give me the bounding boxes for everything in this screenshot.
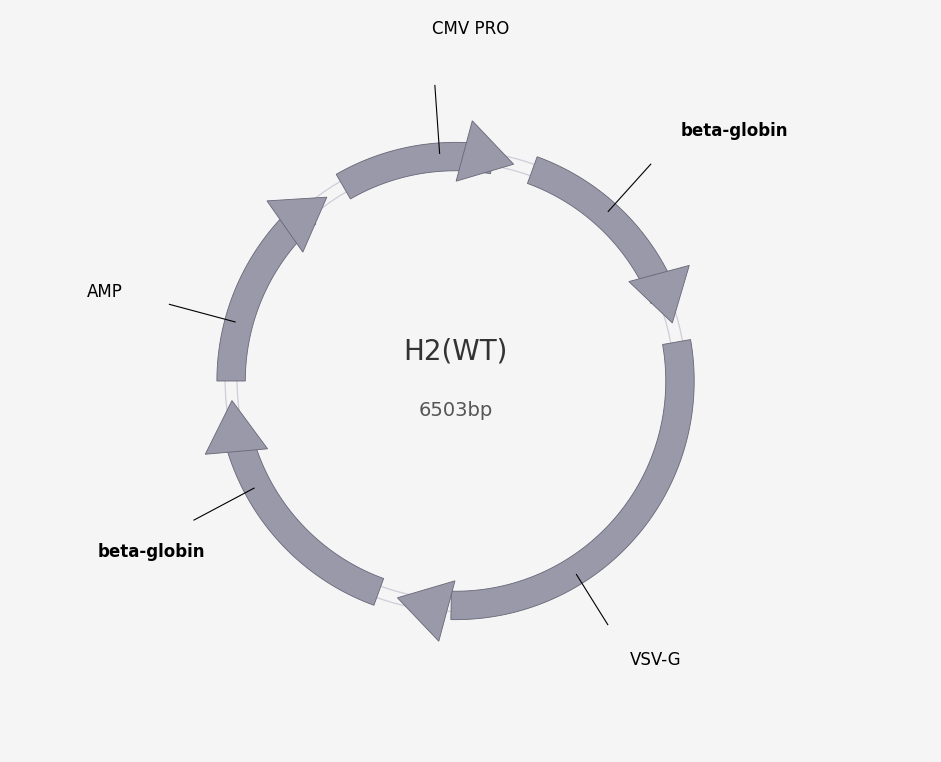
Polygon shape xyxy=(205,401,267,454)
Polygon shape xyxy=(629,265,690,323)
Polygon shape xyxy=(451,340,694,620)
Text: beta-globin: beta-globin xyxy=(98,543,205,561)
Polygon shape xyxy=(216,203,316,381)
Text: H2(WT): H2(WT) xyxy=(404,337,508,365)
Polygon shape xyxy=(456,120,514,181)
Text: AMP: AMP xyxy=(88,283,123,301)
Polygon shape xyxy=(223,427,384,605)
Text: VSV-G: VSV-G xyxy=(630,652,681,669)
Text: CMV PRO: CMV PRO xyxy=(432,20,509,37)
Text: beta-globin: beta-globin xyxy=(680,122,789,139)
Polygon shape xyxy=(397,581,455,642)
Polygon shape xyxy=(267,197,327,252)
Text: 6503bp: 6503bp xyxy=(419,402,493,421)
Polygon shape xyxy=(336,142,495,199)
Polygon shape xyxy=(528,157,678,303)
